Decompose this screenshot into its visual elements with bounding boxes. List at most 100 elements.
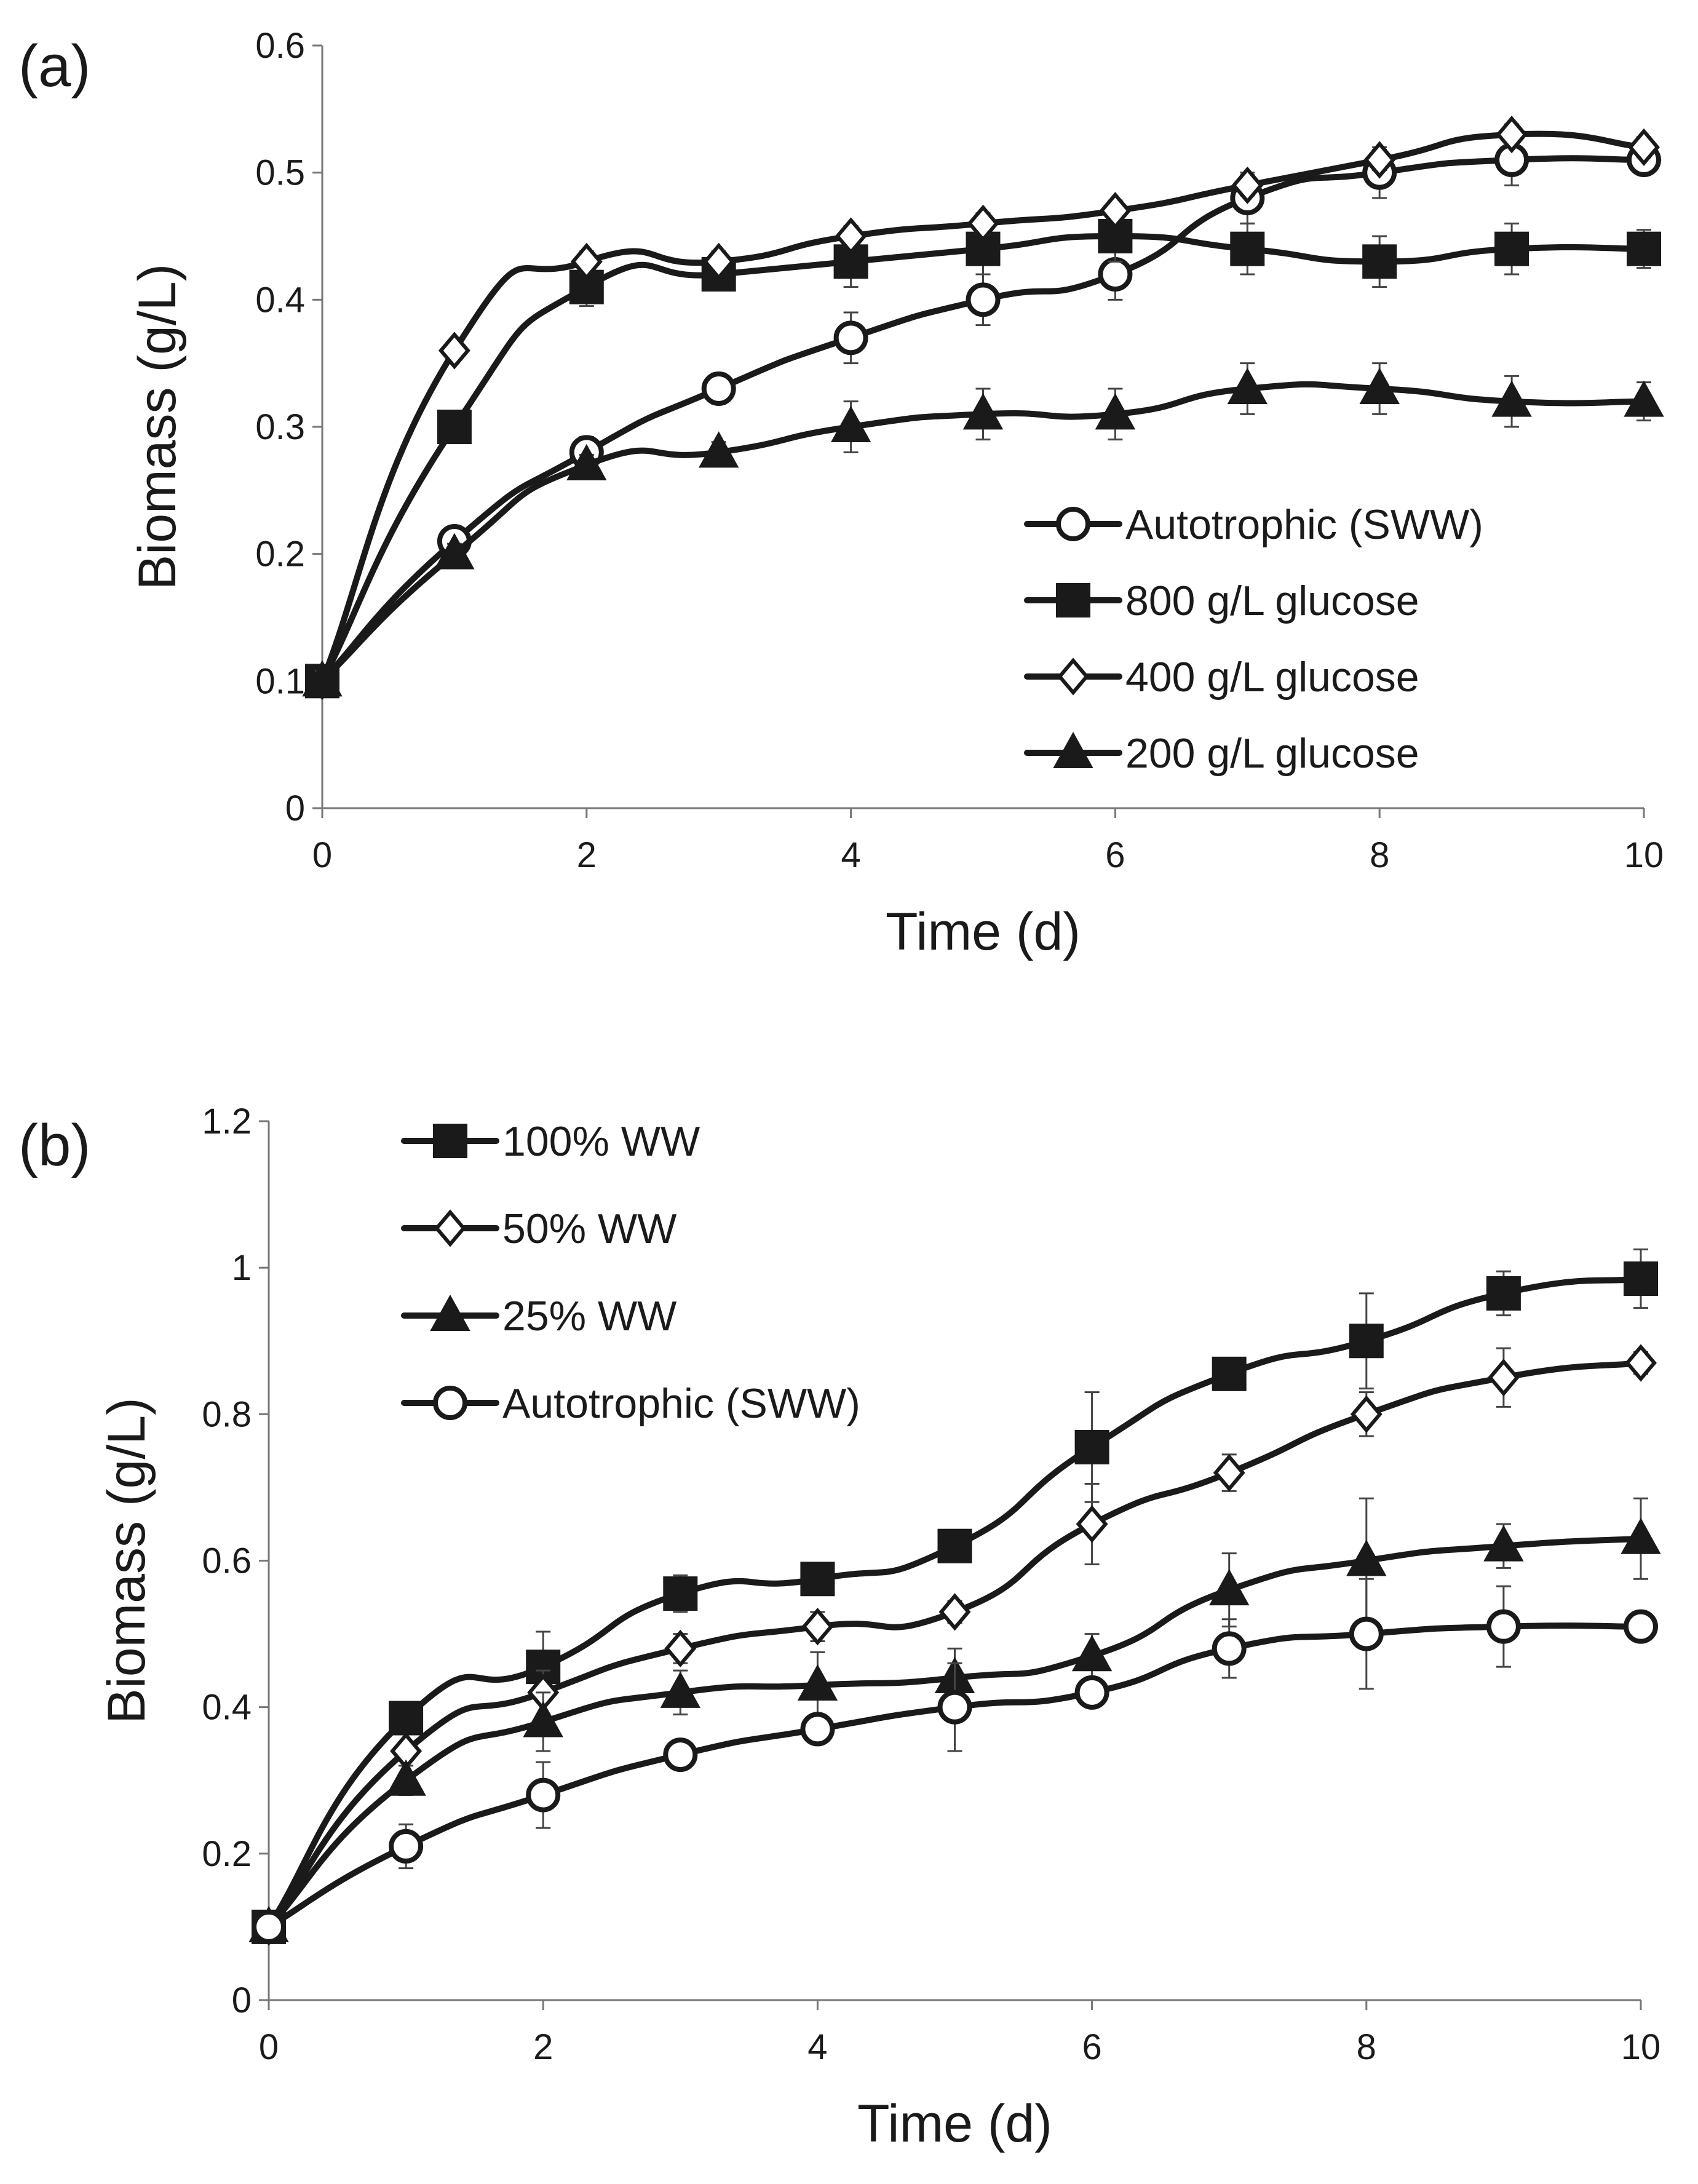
x-tick-label: 10 xyxy=(1624,835,1664,875)
data-point xyxy=(660,1671,700,1708)
data-point xyxy=(1099,192,1132,230)
data-point xyxy=(1071,1635,1113,1672)
data-point xyxy=(1350,1395,1383,1433)
data-point xyxy=(833,320,868,355)
y-tick-label: 0.5 xyxy=(255,153,305,193)
x-tick-label: 0 xyxy=(259,2027,279,2067)
x-tick-label: 4 xyxy=(841,835,860,875)
data-point xyxy=(1624,1261,1658,1297)
y-tick-label: 0 xyxy=(285,788,305,828)
data-point xyxy=(1349,1324,1384,1359)
x-tick-label: 8 xyxy=(1370,835,1389,875)
x-axis-title: Time (d) xyxy=(857,2094,1052,2153)
data-point xyxy=(1627,231,1661,266)
data-point xyxy=(1212,1356,1247,1391)
legend-marker xyxy=(1056,507,1090,541)
data-point xyxy=(1486,1609,1521,1644)
x-tick-label: 8 xyxy=(1357,2027,1376,2067)
data-point xyxy=(1349,1616,1384,1651)
data-point xyxy=(566,443,607,480)
data-point xyxy=(389,1829,424,1864)
data-point xyxy=(1362,244,1397,279)
legend-marker xyxy=(433,1124,467,1158)
data-point xyxy=(701,371,736,406)
legend-label: 200 g/L glucose xyxy=(1125,730,1419,777)
data-point xyxy=(938,1593,971,1631)
legend-label: Autotrophic (SWW) xyxy=(502,1380,860,1427)
data-point xyxy=(1487,1359,1520,1397)
data-point xyxy=(526,1777,561,1813)
data-point xyxy=(937,1690,972,1725)
data-point xyxy=(962,393,1004,430)
data-point xyxy=(1494,231,1529,266)
series-line xyxy=(266,1360,1644,1930)
legend-marker xyxy=(430,1294,470,1331)
y-tick-label: 1 xyxy=(232,1248,252,1288)
y-tick-label: 0.6 xyxy=(255,26,305,66)
data-point xyxy=(1346,1539,1387,1576)
x-tick-label: 6 xyxy=(1105,835,1125,875)
data-point xyxy=(1491,380,1532,417)
data-point xyxy=(1625,1344,1657,1382)
series-2 xyxy=(306,116,1660,700)
y-tick-label: 0.3 xyxy=(255,407,305,447)
data-point xyxy=(966,282,1001,317)
x-tick-label: 2 xyxy=(533,2027,553,2067)
data-point xyxy=(1227,367,1268,404)
x-tick-label: 2 xyxy=(577,835,597,875)
data-point xyxy=(1074,1675,1109,1710)
y-tick-label: 0.4 xyxy=(202,1688,252,1728)
series-3 xyxy=(302,362,1664,697)
legend-marker xyxy=(1057,657,1089,696)
data-point xyxy=(437,410,472,444)
data-point xyxy=(966,231,1001,266)
data-point xyxy=(1231,166,1264,204)
data-point xyxy=(967,204,999,242)
legend-marker xyxy=(434,1209,466,1247)
data-point xyxy=(835,217,867,255)
y-tick-label: 0.8 xyxy=(202,1394,252,1434)
data-point xyxy=(1624,380,1664,417)
series-1 xyxy=(305,210,1661,699)
data-point xyxy=(523,1701,563,1737)
data-point xyxy=(937,1528,972,1563)
data-point xyxy=(1624,1609,1658,1644)
legend-label: 800 g/L glucose xyxy=(1125,578,1419,624)
data-point xyxy=(797,1664,838,1701)
legend-label: 25% WW xyxy=(502,1293,676,1340)
panel-label: (a) xyxy=(18,33,90,99)
x-tick-label: 0 xyxy=(312,835,332,875)
data-point xyxy=(800,1562,835,1597)
legend-marker xyxy=(1053,731,1093,768)
data-point xyxy=(1098,257,1133,292)
x-tick-label: 6 xyxy=(1082,2027,1101,2067)
data-point xyxy=(664,1629,697,1668)
data-point xyxy=(1359,367,1400,404)
data-point xyxy=(386,1759,426,1796)
data-point xyxy=(1213,1453,1245,1492)
legend: Autotrophic (SWW) 800 g/L glucose 400 g/L … xyxy=(1024,501,1483,777)
panel-a: (a) 0 0.1 0.2 0.3 0.4 0.5 0.6 0 2 4 6 8 10 Time (d) Bio… xyxy=(18,26,1664,961)
y-tick-label: 0 xyxy=(232,1980,252,2020)
legend-label: Autotrophic (SWW) xyxy=(1125,501,1483,548)
y-axis-title: Biomass (g/L) xyxy=(128,264,187,590)
legend-label: 100% WW xyxy=(502,1118,700,1165)
legend-marker xyxy=(433,1386,467,1420)
series-3 xyxy=(252,1578,1658,1944)
data-point xyxy=(830,405,871,442)
series-1 xyxy=(253,1344,1657,1946)
data-point xyxy=(1076,1505,1108,1543)
data-point xyxy=(1095,393,1136,430)
series-line xyxy=(319,233,1647,685)
data-point xyxy=(1628,128,1660,166)
y-tick-label: 0.6 xyxy=(202,1541,252,1581)
legend: 100% WW 50% WW 25% WW Autotrophic (SWW) xyxy=(401,1118,860,1427)
x-axis-title: Time (d) xyxy=(886,902,1081,961)
data-point xyxy=(1363,141,1396,179)
data-point xyxy=(434,533,475,570)
data-point xyxy=(438,332,470,370)
y-tick-label: 0.1 xyxy=(255,661,305,701)
x-tick-label: 10 xyxy=(1621,2027,1661,2067)
legend-label: 50% WW xyxy=(502,1205,676,1252)
data-point xyxy=(699,431,739,468)
